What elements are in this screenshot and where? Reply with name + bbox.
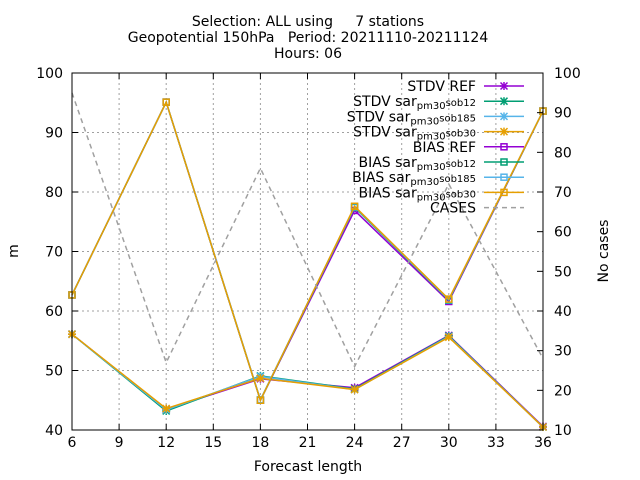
grid — [72, 73, 543, 430]
data-point — [350, 202, 359, 211]
data-point — [499, 127, 509, 136]
legend-item: BIAS REF — [413, 140, 524, 156]
data-point — [162, 98, 170, 106]
data-point — [500, 143, 508, 151]
y2-tick-label: 30 — [554, 344, 572, 360]
legend-label: STDV sarpm30sob12 — [353, 94, 476, 112]
legend-item: BIAS sarpm30sob12 — [358, 155, 524, 173]
chart-title: Selection: ALL using 7 stations Geopoten… — [128, 14, 489, 62]
series-line — [71, 333, 544, 428]
series-3 — [67, 330, 548, 432]
x-tick-label: 9 — [115, 435, 124, 451]
data-point — [499, 97, 509, 106]
series-line — [71, 92, 544, 369]
legend-item: STDV sarpm30sob185 — [347, 109, 524, 127]
y-tick-label: 70 — [45, 245, 63, 261]
data-point — [350, 385, 359, 394]
y-tick-label: 40 — [45, 423, 63, 439]
data-point — [499, 81, 509, 91]
data-point — [444, 333, 453, 342]
title-line-3: Hours: 06 — [274, 46, 342, 62]
data-point — [500, 188, 508, 197]
y2-tick-label: 70 — [554, 185, 572, 201]
tick-layer: 6 9 12 15 18 21 24 27 30 33 36 40 50 60 70 80 90 100 10 20 3… — [36, 66, 580, 451]
x-tick-label: 36 — [534, 435, 552, 451]
y-tick-label: 90 — [45, 126, 63, 142]
legend-item: BIAS sarpm30sob185 — [352, 170, 524, 188]
legend-label: BIAS sarpm30sob185 — [352, 170, 476, 188]
y2-tick-label: 10 — [554, 423, 572, 439]
data-point — [162, 404, 171, 413]
title-line-1: Selection: ALL using 7 stations — [192, 14, 424, 30]
legend-label: BIAS REF — [413, 140, 476, 156]
series-line — [71, 100, 544, 403]
x-tick-label: 6 — [68, 435, 77, 451]
y-tick-label: 80 — [45, 185, 63, 201]
y-axis-label: m — [6, 244, 22, 258]
x-tick-label: 18 — [251, 435, 269, 451]
title-line-2: Geopotential 150hPa Period: 20211110-202… — [128, 30, 489, 46]
y2-axis-label: No cases — [596, 220, 612, 283]
legend-item: BIAS sarpm30sob30 — [358, 185, 524, 203]
legend-label: BIAS sarpm30sob12 — [358, 155, 476, 173]
legend-label: STDV sarpm30sob30 — [353, 125, 476, 143]
data-point — [445, 295, 453, 303]
y2-tick-label: 20 — [554, 383, 572, 399]
y-tick-label: 60 — [45, 304, 63, 320]
series-0 — [67, 330, 548, 431]
y2-tick-label: 40 — [554, 304, 572, 320]
x-tick-label: 15 — [204, 435, 222, 451]
x-tick-label: 24 — [346, 435, 364, 451]
x-tick-label: 21 — [299, 435, 317, 451]
series-8 — [71, 92, 544, 369]
legend-item: STDV REF — [407, 79, 524, 95]
y2-tick-label: 80 — [554, 145, 572, 161]
y2-tick-label: 90 — [554, 106, 572, 122]
x-tick-label: 30 — [440, 435, 458, 451]
data-point — [256, 396, 265, 404]
y-tick-label: 50 — [45, 364, 63, 380]
series-1 — [67, 330, 548, 432]
data-point — [499, 112, 509, 121]
data-point — [256, 374, 265, 383]
legend-label: STDV REF — [407, 79, 476, 95]
legend-item: CASES — [430, 201, 524, 217]
legend-label: CASES — [430, 201, 476, 217]
x-axis-label: Forecast length — [254, 459, 362, 475]
y-tick-label: 100 — [36, 66, 63, 82]
y2-tick-label: 100 — [554, 66, 581, 82]
legend-label: STDV sarpm30sob185 — [347, 109, 476, 127]
x-tick-label: 33 — [487, 435, 505, 451]
legend-label: BIAS sarpm30sob30 — [358, 185, 476, 203]
series-2 — [67, 330, 548, 432]
y2-tick-label: 50 — [554, 264, 572, 280]
legend-item: STDV sarpm30sob12 — [353, 94, 524, 112]
x-tick-label: 27 — [393, 435, 411, 451]
data-point — [500, 173, 508, 181]
data-point — [500, 158, 508, 166]
y2-tick-label: 60 — [554, 225, 572, 241]
legend-item: STDV sarpm30sob30 — [353, 125, 524, 143]
x-tick-label: 12 — [157, 435, 175, 451]
